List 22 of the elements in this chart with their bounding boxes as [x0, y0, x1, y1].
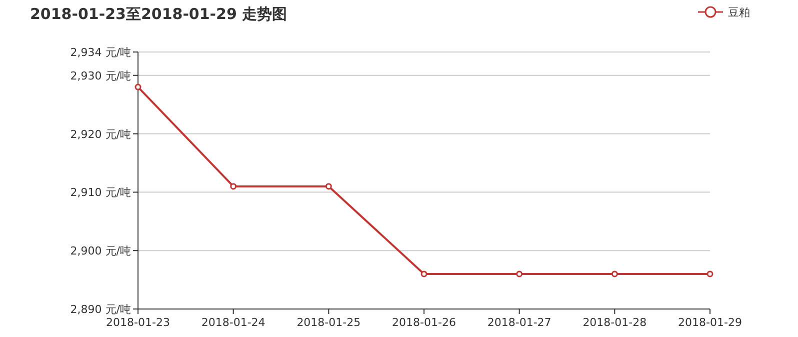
x-tick-label: 2018-01-23	[106, 316, 170, 329]
point	[706, 270, 714, 278]
y-tick-label: 2,900 元/吨	[70, 244, 131, 258]
y-tick-label: 2,920 元/吨	[70, 128, 131, 141]
chart-title: 2018-01-23至2018-01-29 走势图	[30, 5, 288, 23]
x-tick-label: 2018-01-25	[296, 316, 361, 329]
legend-label: 豆粕	[728, 6, 750, 19]
point	[420, 270, 428, 278]
x-tick-label: 2018-01-24	[201, 316, 266, 329]
point	[325, 183, 332, 190]
y-tick-label: 2,890 元/吨	[70, 303, 131, 316]
x-tick-label: 2018-01-27	[487, 316, 552, 329]
x-tick-label: 2018-01-26	[392, 316, 456, 329]
point	[516, 270, 523, 278]
y-tick-label: 2,930 元/吨	[70, 69, 131, 82]
point	[134, 84, 142, 90]
x-tick-label: 2018-01-28	[582, 316, 647, 329]
point	[230, 183, 237, 190]
y-tick-label: 2,934 元/吨	[70, 46, 131, 59]
point	[611, 270, 618, 278]
y-tick-label: 2,910 元/吨	[70, 186, 131, 200]
x-tick-label: 2018-01-29	[678, 316, 742, 329]
